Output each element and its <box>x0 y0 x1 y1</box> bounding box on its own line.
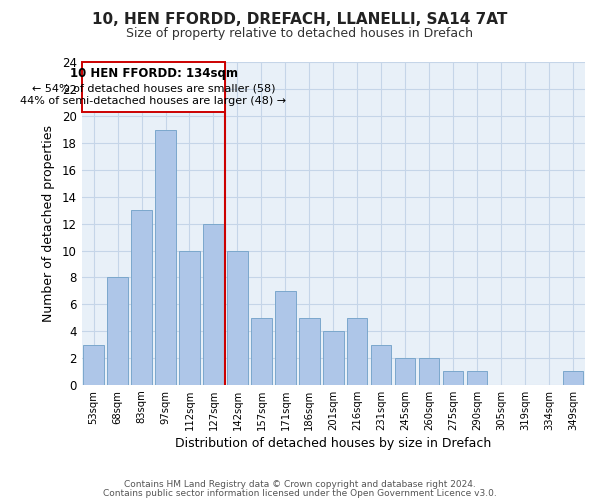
Bar <box>227 250 248 385</box>
Bar <box>563 372 583 385</box>
Bar <box>155 130 176 385</box>
Bar <box>299 318 320 385</box>
Bar <box>443 372 463 385</box>
Text: 10, HEN FFORDD, DREFACH, LLANELLI, SA14 7AT: 10, HEN FFORDD, DREFACH, LLANELLI, SA14 … <box>92 12 508 28</box>
Bar <box>347 318 367 385</box>
Bar <box>251 318 272 385</box>
Bar <box>179 250 200 385</box>
Text: Contains HM Land Registry data © Crown copyright and database right 2024.: Contains HM Land Registry data © Crown c… <box>124 480 476 489</box>
Bar <box>83 344 104 385</box>
Text: Contains public sector information licensed under the Open Government Licence v3: Contains public sector information licen… <box>103 488 497 498</box>
Bar <box>371 344 391 385</box>
Bar <box>275 291 296 385</box>
Bar <box>323 331 344 385</box>
Y-axis label: Number of detached properties: Number of detached properties <box>42 125 55 322</box>
Bar <box>419 358 439 385</box>
Text: 44% of semi-detached houses are larger (48) →: 44% of semi-detached houses are larger (… <box>20 96 287 106</box>
Text: 10 HEN FFORDD: 134sqm: 10 HEN FFORDD: 134sqm <box>70 68 238 80</box>
Text: Size of property relative to detached houses in Drefach: Size of property relative to detached ho… <box>127 28 473 40</box>
Bar <box>107 278 128 385</box>
Bar <box>467 372 487 385</box>
Bar <box>131 210 152 385</box>
Bar <box>395 358 415 385</box>
Text: ← 54% of detached houses are smaller (58): ← 54% of detached houses are smaller (58… <box>32 83 275 93</box>
X-axis label: Distribution of detached houses by size in Drefach: Distribution of detached houses by size … <box>175 437 491 450</box>
Bar <box>203 224 224 385</box>
FancyBboxPatch shape <box>82 62 225 112</box>
